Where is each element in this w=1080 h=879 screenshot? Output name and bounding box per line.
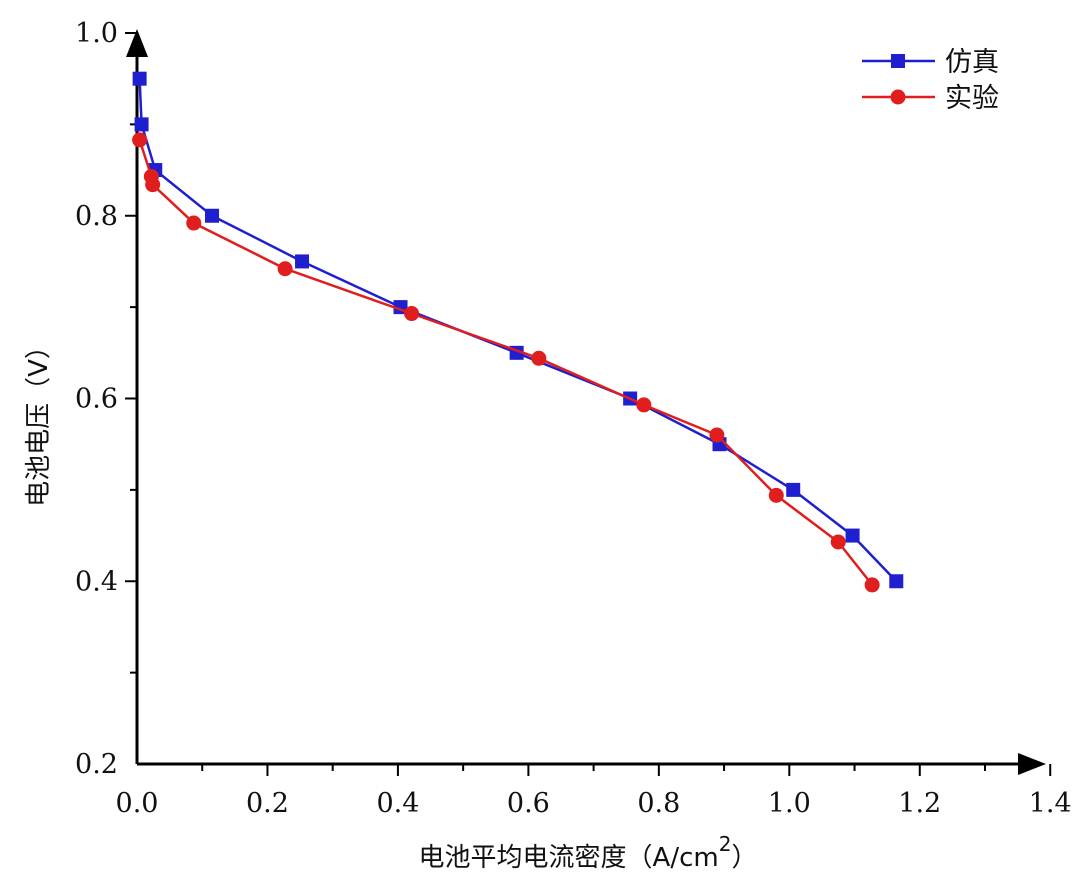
data-point-experiment <box>830 534 846 550</box>
data-point-experiment <box>768 487 784 503</box>
data-point-experiment <box>277 261 293 277</box>
data-point-experiment <box>531 350 547 366</box>
y-tick-label: 0.6 <box>75 384 118 415</box>
data-point-simulation <box>295 254 310 269</box>
data-point-simulation <box>889 574 904 589</box>
data-point-experiment <box>864 577 880 593</box>
data-point-simulation <box>786 482 801 497</box>
y-axis-arrow <box>126 29 148 57</box>
x-tick-label: 1.4 <box>1029 788 1072 819</box>
x-axis-title-superscript: 2 <box>719 832 732 856</box>
data-point-simulation <box>134 117 149 132</box>
y-tick-label: 1.0 <box>75 18 118 49</box>
legend-label-experiment: 实验 <box>945 83 999 114</box>
y-tick-label: 0.4 <box>75 566 118 597</box>
x-axis-arrow <box>1018 753 1046 775</box>
legend-label-simulation: 仿真 <box>945 47 999 78</box>
x-ticks: 0.0 0.2 0.4 0.6 0.8 1.0 1.2 1.4 <box>116 764 1072 819</box>
x-tick-label: 1.0 <box>768 788 811 819</box>
y-tick-label: 0.8 <box>75 201 118 232</box>
data-point-experiment <box>636 397 652 413</box>
x-tick-label: 1.2 <box>898 788 941 819</box>
y-ticks: 0.2 0.4 0.6 0.8 1.0 <box>75 18 137 780</box>
data-point-experiment <box>132 132 148 148</box>
x-tick-label: 0.8 <box>637 788 680 819</box>
data-point-experiment <box>145 177 161 193</box>
data-point-simulation <box>845 528 860 543</box>
x-axis-title: 电池平均电流密度（A/cm2） <box>419 832 758 873</box>
legend-marker-simulation <box>891 54 905 68</box>
data-point-experiment <box>404 306 420 322</box>
series-line-experiment <box>138 139 874 586</box>
axes-layer <box>126 29 1046 775</box>
x-axis-title-close: ） <box>731 843 757 873</box>
x-tick-label: 0.2 <box>246 788 289 819</box>
y-axis-title: 电池电压（V） <box>24 333 54 507</box>
x-axis-title-main: 电池平均电流密度（A/cm <box>419 843 719 873</box>
x-tick-label: 0.6 <box>507 788 550 819</box>
x-tick-label: 0.4 <box>376 788 419 819</box>
series-layer <box>132 71 904 593</box>
series-line-simulation <box>138 78 898 583</box>
x-tick-label: 0.0 <box>116 788 159 819</box>
data-point-experiment <box>186 215 202 231</box>
data-point-experiment <box>709 427 725 443</box>
legend-marker-experiment <box>890 89 906 105</box>
y-tick-label: 0.2 <box>75 749 118 780</box>
data-point-simulation <box>132 71 147 86</box>
data-point-simulation <box>205 208 220 223</box>
